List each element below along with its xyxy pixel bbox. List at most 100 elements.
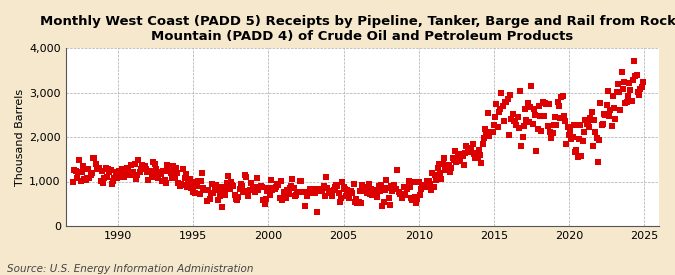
Text: Source: U.S. Energy Information Administration: Source: U.S. Energy Information Administ… — [7, 264, 253, 274]
Point — [628, 59, 639, 63]
Point — [386, 184, 397, 188]
Point — [375, 189, 385, 194]
Point — [632, 90, 643, 94]
Point — [122, 165, 132, 170]
Point — [385, 202, 396, 207]
Point — [622, 94, 633, 99]
Point — [531, 148, 542, 153]
Point — [560, 119, 570, 123]
Point — [76, 178, 86, 183]
Point — [599, 112, 610, 116]
Point — [589, 117, 599, 122]
Point — [391, 187, 402, 192]
Point — [452, 152, 463, 156]
Point — [97, 169, 107, 174]
Point — [461, 144, 472, 148]
Point — [74, 158, 85, 162]
Point — [366, 187, 377, 191]
Point — [143, 178, 154, 182]
Point — [603, 114, 614, 118]
Point — [145, 169, 156, 173]
Point — [533, 103, 544, 108]
Point — [274, 196, 285, 200]
Point — [518, 124, 529, 128]
Point — [587, 144, 598, 149]
Point — [601, 103, 612, 107]
Point — [114, 169, 125, 174]
Point — [287, 177, 298, 181]
Point — [432, 166, 443, 170]
Point — [454, 155, 464, 160]
Point — [485, 130, 495, 134]
Point — [611, 90, 622, 94]
Point — [136, 163, 147, 167]
Point — [482, 111, 493, 115]
Point — [213, 197, 224, 202]
Point — [325, 191, 335, 196]
Point — [273, 183, 284, 188]
Point — [489, 114, 500, 119]
Point — [382, 186, 393, 190]
Point — [514, 125, 524, 130]
Point — [83, 167, 94, 171]
Point — [356, 200, 367, 205]
Y-axis label: Thousand Barrels: Thousand Barrels — [15, 89, 25, 186]
Point — [338, 184, 349, 189]
Point — [162, 163, 173, 167]
Point — [256, 185, 267, 189]
Point — [595, 100, 605, 105]
Point — [578, 130, 589, 134]
Point — [446, 166, 457, 170]
Point — [450, 148, 460, 153]
Point — [389, 186, 400, 191]
Point — [540, 101, 551, 106]
Point — [438, 156, 449, 161]
Point — [381, 178, 392, 182]
Point — [357, 183, 368, 187]
Point — [498, 119, 509, 123]
Point — [79, 177, 90, 181]
Point — [529, 107, 539, 112]
Point — [108, 179, 119, 183]
Point — [315, 187, 325, 191]
Point — [72, 175, 82, 180]
Point — [313, 188, 324, 193]
Point — [378, 200, 389, 204]
Point — [477, 142, 488, 146]
Point — [118, 170, 129, 175]
Point — [567, 135, 578, 139]
Point — [247, 188, 258, 192]
Point — [94, 165, 105, 170]
Point — [577, 138, 588, 143]
Point — [496, 91, 507, 96]
Point — [109, 176, 120, 180]
Point — [414, 193, 425, 197]
Point — [249, 190, 260, 195]
Point — [230, 192, 240, 197]
Point — [527, 122, 538, 127]
Point — [379, 188, 390, 192]
Point — [556, 95, 567, 100]
Point — [202, 199, 213, 203]
Point — [240, 172, 250, 177]
Point — [69, 168, 80, 172]
Point — [630, 74, 641, 78]
Point — [402, 186, 413, 191]
Point — [559, 114, 570, 119]
Point — [308, 189, 319, 193]
Point — [516, 144, 526, 148]
Point — [176, 182, 186, 186]
Point — [300, 204, 310, 209]
Point — [242, 189, 252, 193]
Point — [252, 176, 263, 180]
Point — [535, 114, 545, 119]
Point — [512, 115, 523, 119]
Point — [407, 198, 418, 202]
Point — [621, 100, 632, 104]
Point — [552, 100, 563, 104]
Point — [232, 197, 242, 202]
Point — [244, 188, 255, 192]
Point — [362, 191, 373, 196]
Point — [628, 78, 639, 82]
Point — [218, 191, 229, 196]
